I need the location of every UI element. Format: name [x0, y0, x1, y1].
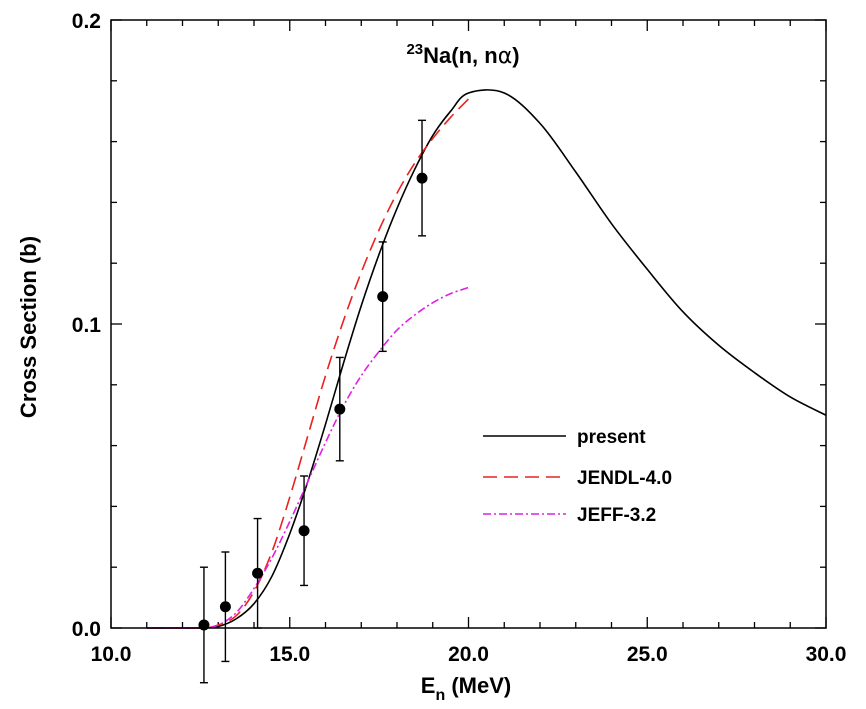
y-tick-label: 0.0 [72, 618, 101, 641]
axis-ticks [110, 19, 827, 629]
data-point [298, 475, 310, 587]
data-point [416, 119, 428, 237]
data-points-layer [198, 119, 428, 684]
x-axis-title: En (MeV) [421, 673, 511, 704]
y-tick-label: 0.1 [72, 314, 102, 337]
title-symbol: α [498, 44, 513, 69]
series-layer [146, 89, 827, 630]
title-end: ) [512, 43, 519, 68]
y-axis-title: Cross Section (b) [16, 236, 41, 418]
chart-title: 23Na(n, nα) [406, 41, 519, 69]
data-point [377, 241, 389, 353]
data-point-marker [334, 403, 346, 415]
legend-label-jendl: JENDL-4.0 [577, 468, 672, 489]
title-superscript: 23 [406, 41, 423, 58]
x-tick-label: 30.0 [806, 643, 847, 666]
tick-labels: 10.0 15.0 20.0 25.0 30.0 0.0 0.1 0.2 [72, 10, 847, 666]
title-main: Na(n, n [423, 43, 498, 68]
legend: present JENDL-4.0 JEFF-3.2 [483, 427, 672, 526]
data-point-marker [298, 525, 310, 537]
data-point [219, 551, 231, 663]
x-tick-label: 25.0 [627, 643, 668, 666]
data-point-marker [252, 567, 264, 579]
x-tick-label: 15.0 [269, 643, 310, 666]
data-point [252, 517, 264, 629]
data-point-marker [377, 291, 389, 303]
x-axis-title-sub: n [435, 687, 445, 704]
series-line-jeff [146, 286, 469, 630]
plot-frame [110, 19, 827, 629]
x-tick-label: 20.0 [448, 643, 489, 666]
x-tick-label: 10.0 [91, 643, 132, 666]
data-point-marker [219, 601, 231, 613]
data-point-marker [198, 619, 210, 631]
data-point [198, 566, 210, 684]
series-line-present [146, 89, 827, 629]
series-line-jendl [146, 98, 470, 630]
data-point [334, 356, 346, 462]
y-tick-label: 0.2 [72, 10, 101, 33]
legend-label-present: present [577, 427, 646, 448]
legend-label-jeff: JEFF-3.2 [577, 505, 656, 526]
data-point-marker [416, 172, 428, 184]
x-axis-title-unit: (MeV) [445, 673, 511, 698]
x-axis-title-main: E [421, 673, 436, 698]
